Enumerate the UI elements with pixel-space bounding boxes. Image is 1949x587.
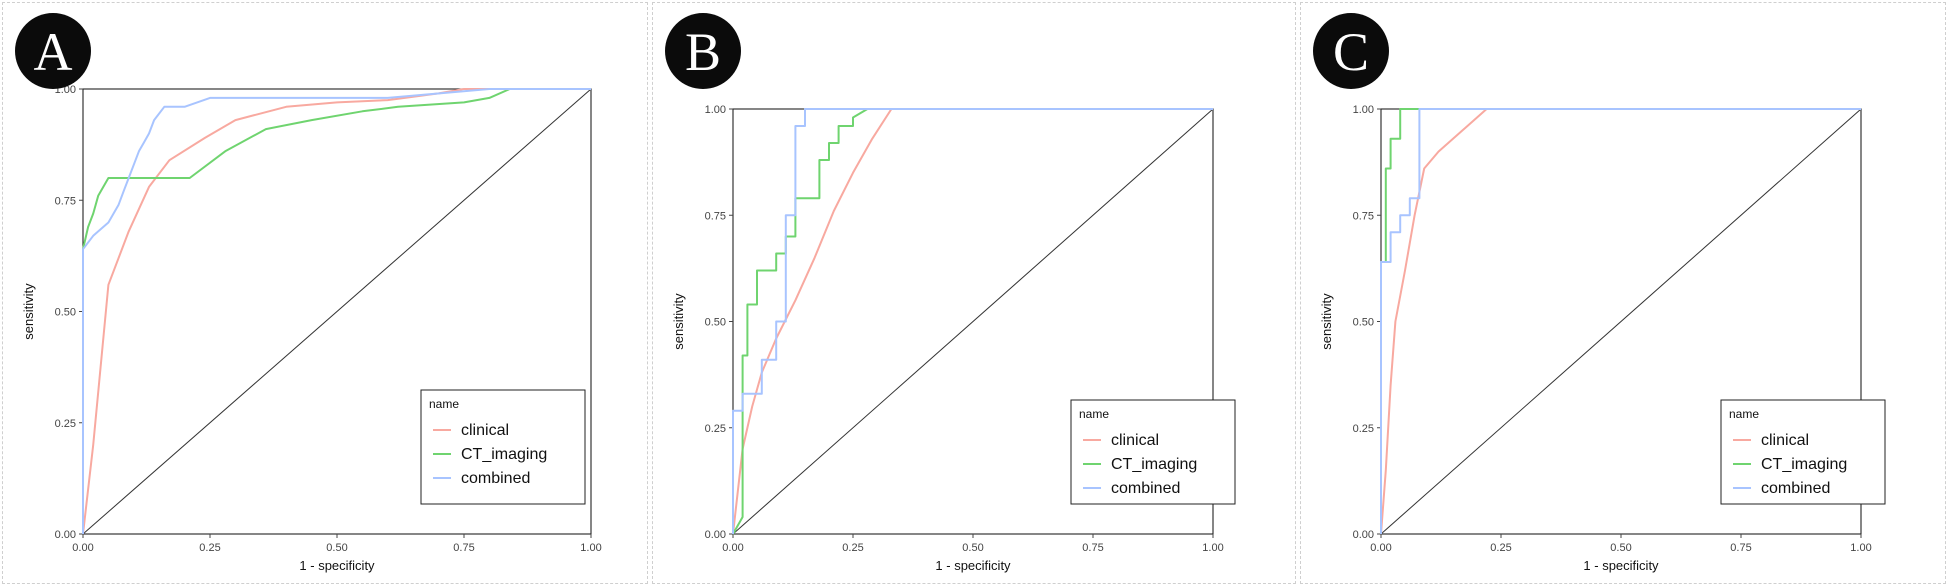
legend-entry: clinical <box>1111 432 1159 449</box>
x-tick-label: 0.50 <box>326 542 347 554</box>
x-tick-label: 0.25 <box>842 542 863 554</box>
y-tick-label: 1.00 <box>705 104 726 116</box>
x-tick-label: 0.25 <box>199 542 220 554</box>
legend-title: name <box>1079 407 1109 421</box>
legend-entry: CT_imaging <box>1111 456 1197 473</box>
y-tick-label: 0.00 <box>705 529 726 541</box>
y-tick-label: 0.25 <box>55 418 76 430</box>
panel-label-b: B <box>665 13 741 89</box>
legend-entry: combined <box>461 470 530 487</box>
roc-line-ct-imaging <box>732 108 1213 535</box>
y-tick-label: 0.75 <box>1353 210 1374 222</box>
y-tick-label: 0.25 <box>705 423 726 435</box>
legend-entry: CT_imaging <box>461 446 547 463</box>
x-tick-label: 1.00 <box>1202 542 1223 554</box>
y-tick-label: 0.50 <box>55 307 76 319</box>
x-tick-label: 0.00 <box>722 542 743 554</box>
roc-line-combined <box>1380 108 1861 534</box>
x-tick-label: 0.75 <box>1730 542 1751 554</box>
roc-chart-a: 0.00 0.25 0.50 0.75 1.000.000.250.500.751.00… <box>21 84 602 573</box>
x-tick-label: 0.25 <box>1490 542 1511 554</box>
x-tick-label: 0.50 <box>962 542 983 554</box>
x-tick-label: 0.75 <box>1082 542 1103 554</box>
reference-diagonal <box>82 88 592 535</box>
legend-entry: clinical <box>1761 432 1809 449</box>
x-tick-label: 0.50 <box>1610 542 1631 554</box>
y-tick-label: 0.25 <box>1353 423 1374 435</box>
chart-panel-a: 0.00 0.25 0.50 0.75 1.00 0.00 0.25 0.50 0.75 1.00… <box>2 2 648 584</box>
x-tick-label: 0.75 <box>453 542 474 554</box>
legend-box <box>1720 399 1886 505</box>
legend-entry: clinical <box>461 422 509 439</box>
reference-diagonal <box>732 108 1214 535</box>
y-tick-label: 1.00 <box>1353 104 1374 116</box>
y-axis-title: sensitivity <box>671 293 686 350</box>
x-tick-label: 1.00 <box>580 542 601 554</box>
legend-entry: combined <box>1111 480 1180 497</box>
roc-chart-c: 0.00 0.25 0.50 0.75 1.00 0.00 0.25 0.50 0.75 1.00… <box>1319 104 1886 573</box>
y-tick-label: 0.75 <box>705 210 726 222</box>
legend-box <box>1070 399 1236 505</box>
y-tick-label: 0.00 <box>55 529 76 541</box>
x-axis-title: 1 - specificity <box>1583 558 1659 573</box>
roc-line-clinical <box>1380 108 1861 535</box>
legend-box <box>420 389 586 505</box>
reference-diagonal <box>1380 108 1862 535</box>
roc-chart-b: 0.00 0.25 0.50 0.75 1.00 0.00 0.25 0.50 0.75 1.00… <box>671 104 1236 573</box>
chart-panel-c: 0.00 0.25 0.50 0.75 1.00 0.00 0.25 0.50 0.75 1.00… <box>1300 2 1946 584</box>
legend-entry: combined <box>1761 480 1830 497</box>
chart-panel-b: 0.00 0.25 0.50 0.75 1.00 0.00 0.25 0.50 0.75 1.00… <box>652 2 1296 584</box>
legend-title: name <box>429 397 459 411</box>
x-tick-label: 0.00 <box>72 542 93 554</box>
panel-label-a: A <box>15 13 91 89</box>
legend-title: name <box>1729 407 1759 421</box>
y-tick-label: 0.00 <box>1353 529 1374 541</box>
x-tick-label: 1.00 <box>1850 542 1871 554</box>
legend-entry: CT_imaging <box>1761 456 1847 473</box>
y-axis-title: sensitivity <box>21 283 36 340</box>
y-tick-label: 0.50 <box>705 317 726 329</box>
roc-line-combined <box>82 88 591 534</box>
roc-line-ct-imaging <box>82 88 591 534</box>
y-axis-title: sensitivity <box>1319 293 1334 350</box>
y-tick-label: 0.75 <box>55 195 76 207</box>
roc-line-combined <box>732 108 1213 534</box>
x-tick-label: 0.00 <box>1370 542 1391 554</box>
x-axis-title: 1 - specificity <box>299 558 375 573</box>
panel-label-c: C <box>1313 13 1389 89</box>
y-tick-label: 0.50 <box>1353 317 1374 329</box>
roc-line-clinical <box>82 88 591 535</box>
x-axis-title: 1 - specificity <box>935 558 1011 573</box>
